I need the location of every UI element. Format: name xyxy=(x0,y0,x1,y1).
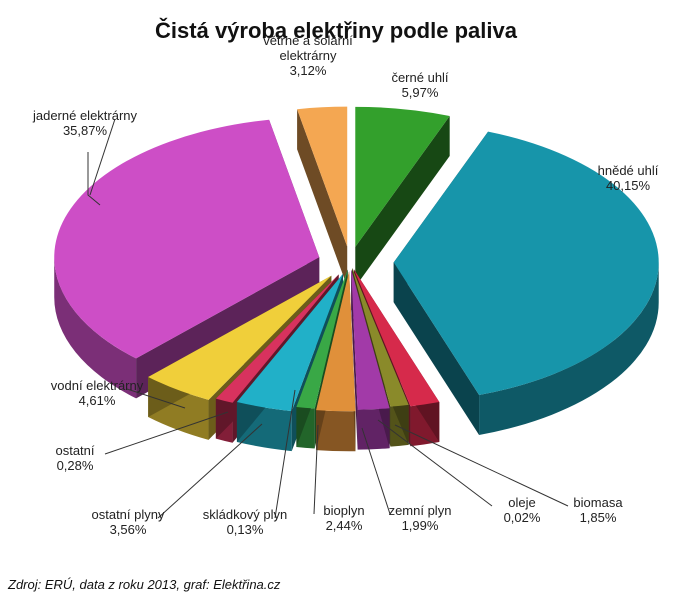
slice-0 xyxy=(355,106,450,247)
slice-label-11: větrné a solární elektrárny 3,12% xyxy=(263,33,353,78)
leader-line-5 xyxy=(313,424,319,515)
slice-wall-1-1 xyxy=(393,262,480,435)
slice-label-6: skládkový plyn 0,13% xyxy=(203,507,288,537)
slice-label-1: hnědé uhlí 40,15% xyxy=(598,163,659,193)
slice-3 xyxy=(352,268,409,407)
leader-line-10 xyxy=(87,152,101,206)
slice-side-5 xyxy=(316,410,356,452)
slice-label-4: zemní plyn 1,99% xyxy=(389,503,452,533)
slice-4 xyxy=(351,269,390,410)
leader-line-4 xyxy=(361,427,391,515)
slice-label-7: ostatní plyny 3,56% xyxy=(92,507,165,537)
pie-chart: Čistá výroba elektřiny podle paliva čern… xyxy=(32,18,659,537)
leader-line-10 xyxy=(89,118,116,196)
slice-7 xyxy=(236,273,344,412)
leader-line-9 xyxy=(126,388,186,409)
slice-label-8: ostatní 0,28% xyxy=(55,443,94,473)
slice-wall-0-1 xyxy=(355,116,450,287)
slice-labels: černé uhlí 5,97% hnědé uhlí 40,15% biomasa 1,… xyxy=(32,33,659,537)
leader-line-2 xyxy=(394,424,569,507)
pie-slices xyxy=(54,106,659,452)
slice-side-1 xyxy=(479,262,659,435)
slice-label-5: bioplyn 2,44% xyxy=(323,503,364,533)
slice-wall-4-1 xyxy=(351,269,358,450)
chart-title: Čistá výroba elektřiny podle paliva xyxy=(155,18,518,43)
slice-11 xyxy=(297,106,348,247)
leader-line-6 xyxy=(274,389,296,519)
leader-line-3 xyxy=(377,419,493,507)
slice-wall-11-0 xyxy=(297,109,348,287)
leader-line-7 xyxy=(157,423,263,519)
slice-6 xyxy=(296,269,348,409)
slice-10 xyxy=(54,119,320,359)
slice-label-0: černé uhlí 5,97% xyxy=(391,70,448,100)
slice-side-10 xyxy=(54,257,137,399)
source-note: Zdroj: ERÚ, data z roku 2013, graf: Elek… xyxy=(8,577,281,592)
leader-lines xyxy=(87,118,569,519)
slice-9 xyxy=(148,275,332,400)
slice-2 xyxy=(353,269,440,407)
slice-label-9: vodní elektrárny 4,61% xyxy=(51,378,144,408)
slice-5 xyxy=(316,271,356,412)
leader-line-8 xyxy=(104,411,229,455)
slice-label-3: oleje 0,02% xyxy=(504,495,541,525)
slice-label-10: jaderné elektrárny 35,87% xyxy=(32,108,138,138)
slice-1 xyxy=(393,131,659,395)
slice-label-2: biomasa 1,85% xyxy=(573,495,623,525)
slice-8 xyxy=(215,274,339,403)
